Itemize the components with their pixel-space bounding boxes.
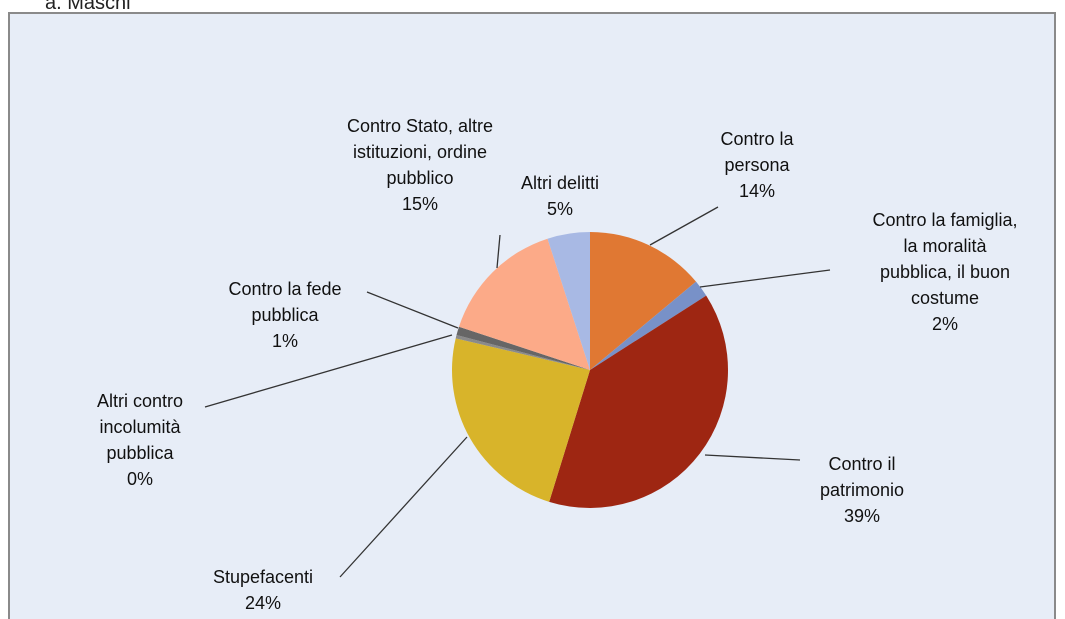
category-label: Contro la persona (720, 129, 794, 175)
pie-slice (590, 232, 697, 370)
pie-slice (590, 281, 707, 370)
value-label: 15% (401, 194, 439, 214)
leader-line (366, 291, 459, 329)
data-label: Stupefacenti 24% (198, 564, 328, 616)
leader-line (496, 234, 501, 269)
pie-slice (547, 232, 590, 370)
category-label: Contro il patrimonio (819, 454, 905, 500)
pie-slice (451, 338, 590, 502)
data-label: Altri contro incolumità pubblica 0% (83, 388, 198, 492)
value-label: 14% (738, 181, 776, 201)
category-label: Contro Stato, altre istituzioni, ordine … (346, 116, 494, 188)
category-label: Stupefacenti (212, 567, 314, 587)
category-label: Altri delitti (520, 173, 600, 193)
value-label: 0% (126, 469, 153, 489)
chart-title: a. Maschi (45, 0, 131, 14)
leader-line (699, 269, 831, 288)
value-label: 1% (271, 331, 298, 351)
data-label: Contro la fede pubblica 1% (215, 276, 355, 354)
data-label: Contro il patrimonio 39% (812, 451, 912, 529)
pie-slice (455, 334, 590, 370)
value-label: 39% (843, 506, 881, 526)
pie-slice (456, 326, 590, 370)
pie-slice (549, 295, 728, 509)
data-label: Contro Stato, altre istituzioni, ordine … (338, 113, 503, 217)
category-label: Contro la fede pubblica (228, 279, 342, 325)
leader-line (339, 436, 468, 578)
leader-line (649, 206, 719, 246)
data-label: Contro la persona 14% (707, 126, 807, 204)
category-label: Contro la famiglia, la moralità pubblica… (872, 210, 1018, 308)
category-label: Altri contro incolumità pubblica (96, 391, 184, 463)
leader-line (704, 454, 801, 461)
value-label: 2% (931, 314, 958, 334)
leader-line (204, 334, 453, 408)
value-label: 5% (546, 199, 573, 219)
data-label: Altri delitti 5% (500, 170, 620, 222)
pie-slice (458, 238, 590, 370)
data-label: Contro la famiglia, la moralità pubblica… (866, 207, 1024, 337)
value-label: 24% (244, 593, 282, 613)
